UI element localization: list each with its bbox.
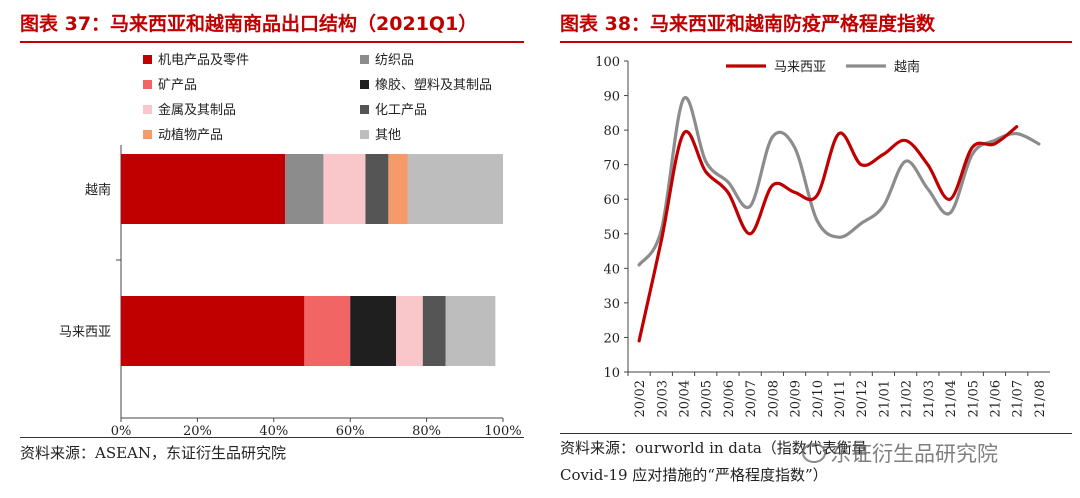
series-line-0 (637, 125, 1019, 343)
bar-1-4 (396, 296, 423, 366)
legend-swatch-2 (143, 80, 152, 89)
line-chart: 10 20 30 40 50 60 70 80 90 100 20/02 20/03 20/04 20/0… (595, 55, 1050, 417)
left-chart-panel: 图表 37：马来西亚和越南商品出口结构（2021Q1） 机电产品及零件 纺织品矿产… (0, 0, 532, 498)
right-source-line1: 资料来源：ourworld in data（指数代表衡量 (560, 439, 867, 457)
x-tick-label-4: 20/06 (722, 380, 737, 417)
category-label-0: 越南 (85, 182, 111, 198)
watermark: 东证衍生品研究院 (802, 438, 998, 468)
right-chart-title: 图表 38：马来西亚和越南防疫严格程度指数 (560, 13, 936, 35)
x-tick-label-0: 0% (111, 424, 132, 439)
bar-1-5 (422, 296, 446, 366)
legend-label-5: 化工产品 (375, 103, 427, 118)
left-title-rule (20, 41, 524, 43)
right-source-line2: Covid-19 应对措施的“严格程度指数”） (560, 466, 828, 484)
x-tick-label-1: 20/03 (655, 380, 670, 417)
x-tick-label-9: 20/11 (833, 380, 848, 417)
x-tick-label-12: 21/02 (900, 380, 915, 417)
x-tick-label-5: 100% (484, 424, 521, 439)
right-chart-panel: 图表 38：马来西亚和越南防疫严格程度指数 10 20 30 40 50 60 70 80 90… (540, 0, 1080, 498)
category-label-1: 马来西亚 (59, 325, 111, 340)
bar-0-4 (323, 154, 366, 224)
right-source-rule (560, 433, 1072, 434)
bar-1-3 (350, 296, 397, 366)
x-tick-label-18: 21/08 (1033, 380, 1048, 417)
x-tick-label-17: 21/07 (1011, 380, 1026, 417)
x-tick-label-4: 80% (412, 424, 441, 439)
bar-1-2 (304, 296, 351, 366)
x-tick-label-11: 21/01 (877, 380, 892, 417)
x-tick-label-15: 21/05 (966, 380, 981, 417)
y-tick-label-5: 60 (603, 193, 620, 208)
series-line-1 (637, 95, 1041, 267)
bar-0-1 (285, 154, 324, 224)
x-tick-label-5: 20/07 (744, 380, 759, 417)
x-tick-label-1: 20% (183, 424, 212, 439)
legend-label-0: 马来西亚 (774, 60, 826, 75)
legend-swatch-4 (143, 105, 152, 114)
legend-swatch-0 (143, 55, 152, 64)
x-tick-label-13: 21/03 (922, 380, 937, 417)
y-tick-label-0: 10 (603, 366, 620, 381)
legend-label-2: 矿产品 (158, 78, 197, 93)
x-tick-label-2: 20/04 (678, 380, 693, 417)
x-tick-label-14: 21/04 (944, 380, 959, 417)
wechat-logo-icon (802, 443, 826, 463)
y-tick-label-9: 100 (595, 55, 620, 70)
watermark-text: 东证衍生品研究院 (830, 442, 998, 466)
right-title-rule (560, 41, 1072, 43)
legend-label-1: 越南 (894, 59, 920, 75)
legend-swatch-3 (360, 80, 369, 89)
x-tick-label-7: 20/09 (789, 380, 804, 417)
bar-1-7 (445, 296, 496, 366)
x-tick-label-3: 60% (336, 424, 365, 439)
left-chart-title: 图表 37：马来西亚和越南商品出口结构（2021Q1） (20, 13, 478, 35)
y-tick-label-6: 70 (603, 159, 620, 174)
legend-label-4: 金属及其制品 (158, 102, 236, 118)
y-tick-label-4: 50 (603, 228, 620, 243)
x-tick-label-16: 21/06 (988, 380, 1003, 417)
left-source-rule (20, 437, 524, 438)
legend-label-6: 动植物产品 (158, 128, 223, 143)
legend-label-1: 纺织品 (375, 53, 414, 68)
y-tick-label-7: 80 (603, 124, 620, 139)
x-tick-label-8: 20/10 (811, 380, 826, 417)
bar-1-0 (121, 296, 305, 366)
legend-label-7: 其他 (375, 128, 401, 143)
y-tick-label-3: 40 (603, 262, 620, 277)
x-tick-label-0: 20/02 (633, 380, 648, 417)
legend-label-0: 机电产品及零件 (158, 53, 249, 68)
legend-swatch-5 (360, 105, 369, 114)
legend-swatch-7 (360, 130, 369, 139)
x-tick-label-2: 40% (259, 424, 288, 439)
y-tick-label-1: 20 (603, 331, 620, 346)
x-tick-label-3: 20/05 (700, 380, 715, 417)
y-tick-label-8: 90 (603, 90, 620, 105)
x-tick-label-10: 20/12 (855, 380, 870, 417)
bar-0-7 (407, 154, 503, 224)
bar-0-6 (388, 154, 408, 224)
left-source-text: 资料来源：ASEAN，东证衍生品研究院 (20, 444, 287, 462)
bar-0-5 (365, 154, 389, 224)
y-tick-label-2: 30 (603, 297, 620, 312)
legend-label-3: 橡胶、塑料及其制品 (375, 77, 492, 93)
bar-0-0 (121, 154, 286, 224)
legend-swatch-1 (360, 55, 369, 64)
x-tick-label-6: 20/08 (766, 380, 781, 417)
legend-swatch-6 (143, 130, 152, 139)
